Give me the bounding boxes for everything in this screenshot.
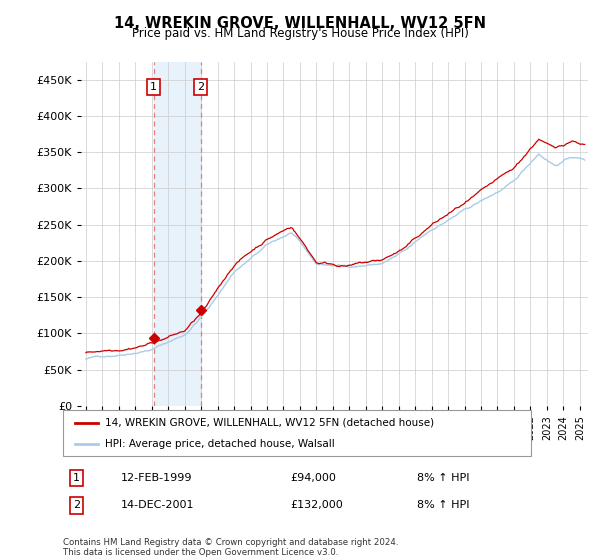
Text: 14, WREKIN GROVE, WILLENHALL, WV12 5FN (detached house): 14, WREKIN GROVE, WILLENHALL, WV12 5FN (… xyxy=(105,418,434,428)
FancyBboxPatch shape xyxy=(63,410,531,456)
Text: 14-DEC-2001: 14-DEC-2001 xyxy=(121,501,194,511)
Bar xyxy=(154,62,200,406)
Text: £94,000: £94,000 xyxy=(290,473,336,483)
Text: 12-FEB-1999: 12-FEB-1999 xyxy=(121,473,193,483)
Text: 1: 1 xyxy=(73,473,80,483)
Text: 2: 2 xyxy=(73,501,80,511)
Text: 2: 2 xyxy=(197,82,204,92)
Text: HPI: Average price, detached house, Walsall: HPI: Average price, detached house, Wals… xyxy=(105,439,335,449)
Text: Contains HM Land Registry data © Crown copyright and database right 2024.
This d: Contains HM Land Registry data © Crown c… xyxy=(63,538,398,557)
Text: £132,000: £132,000 xyxy=(290,501,343,511)
Text: Price paid vs. HM Land Registry's House Price Index (HPI): Price paid vs. HM Land Registry's House … xyxy=(131,27,469,40)
Text: 8% ↑ HPI: 8% ↑ HPI xyxy=(417,501,469,511)
Text: 8% ↑ HPI: 8% ↑ HPI xyxy=(417,473,469,483)
Text: 1: 1 xyxy=(150,82,157,92)
Text: 14, WREKIN GROVE, WILLENHALL, WV12 5FN: 14, WREKIN GROVE, WILLENHALL, WV12 5FN xyxy=(114,16,486,31)
